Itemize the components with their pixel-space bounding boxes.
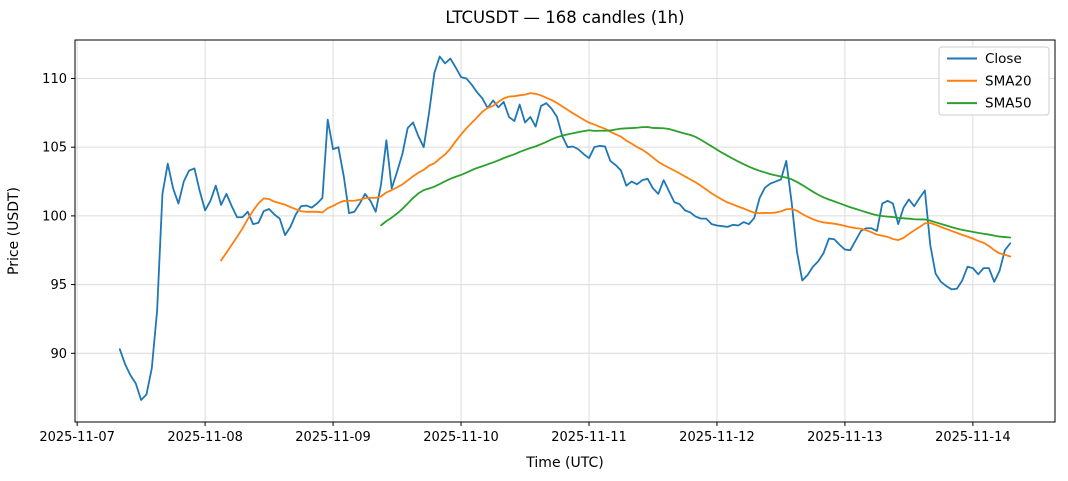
chart-title: LTCUSDT — 168 candles (1h) bbox=[445, 8, 684, 27]
y-axis-label: Price (USDT) bbox=[6, 187, 22, 275]
close-line bbox=[118, 55, 1012, 401]
gridlines bbox=[75, 40, 1055, 422]
series-lines bbox=[118, 55, 1012, 401]
x-tick-label: 2025-11-10 bbox=[423, 430, 499, 445]
legend-box bbox=[938, 46, 1050, 116]
x-tick-label: 2025-11-09 bbox=[295, 430, 371, 445]
y-tick-label: 90 bbox=[50, 347, 67, 362]
y-tick-label: 105 bbox=[42, 141, 67, 156]
x-tick-label: 2025-11-13 bbox=[807, 430, 883, 445]
sma50-line bbox=[380, 126, 1012, 239]
legend-label-close: Close bbox=[985, 51, 1022, 67]
x-tick-label: 2025-11-14 bbox=[935, 430, 1011, 445]
sma20-line bbox=[220, 92, 1012, 262]
y-tick-label: 100 bbox=[42, 209, 67, 224]
axis-ticks: 2025-11-07 2025-11-08 2025-11-09 2025-11-10… bbox=[39, 72, 1010, 445]
x-tick-label: 2025-11-07 bbox=[39, 430, 115, 445]
legend: Close SMA20 SMA50 bbox=[938, 46, 1050, 116]
plot-border bbox=[74, 39, 1056, 423]
x-axis-label: Time (UTC) bbox=[525, 455, 603, 471]
legend-label-sma20: SMA20 bbox=[985, 73, 1032, 89]
y-tick-label: 110 bbox=[42, 72, 67, 87]
y-tick-label: 95 bbox=[50, 278, 67, 293]
x-tick-label: 2025-11-12 bbox=[679, 430, 755, 445]
x-tick-label: 2025-11-08 bbox=[167, 430, 243, 445]
x-tick-label: 2025-11-11 bbox=[551, 430, 627, 445]
legend-label-sma50: SMA50 bbox=[985, 96, 1032, 112]
